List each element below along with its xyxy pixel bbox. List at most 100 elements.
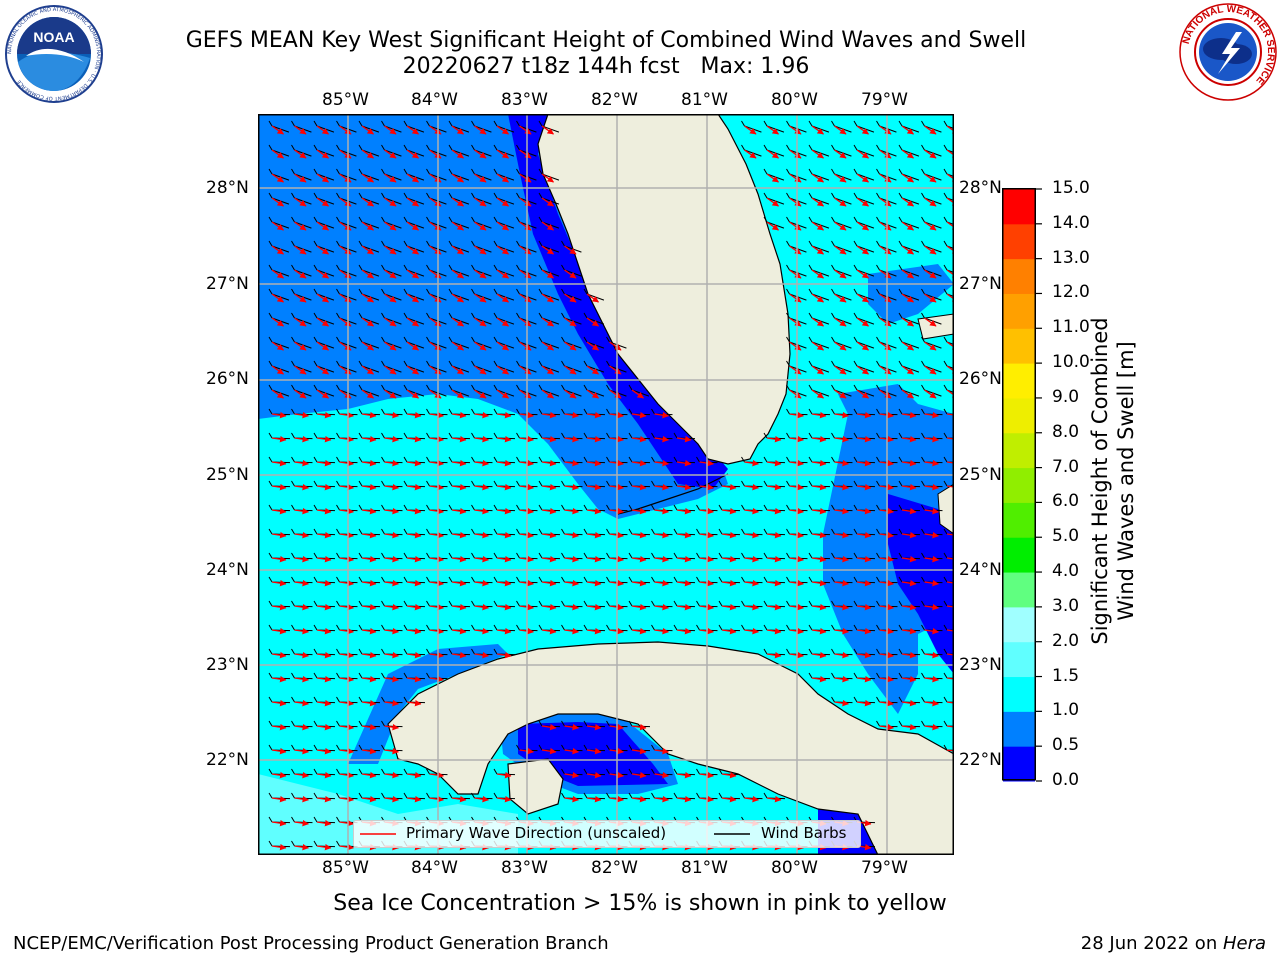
wave-direction-arrow [541, 747, 557, 755]
wave-direction-arrow [834, 651, 850, 659]
wave-direction-arrow [496, 173, 510, 183]
wave-direction-arrow [429, 269, 442, 279]
wave-direction-arrow [541, 459, 557, 467]
colorbar-tick-label: 12.0 [1052, 282, 1090, 303]
wave-direction-arrow [834, 435, 850, 443]
wave-direction-arrow [294, 293, 307, 303]
wave-direction-arrow [586, 795, 602, 803]
wave-direction-arrow [496, 293, 510, 303]
wave-direction-arrow [901, 365, 915, 375]
wave-direction-arrow [294, 269, 307, 279]
wave-direction-arrow [541, 365, 555, 375]
wave-direction-arrow [474, 221, 487, 231]
wave-direction-arrow [429, 293, 442, 303]
wave-direction-arrow [541, 389, 555, 399]
wave-direction-arrow [451, 651, 467, 659]
wave-direction-arrow [316, 221, 330, 231]
wave-direction-arrow [856, 651, 872, 659]
wave-direction-arrow [294, 555, 310, 563]
lat-label-right-22n: 22°N [959, 750, 1002, 770]
wave-direction-arrow [496, 771, 512, 779]
wave-direction-arrow [384, 269, 397, 279]
wave-direction-arrow [924, 579, 940, 587]
wave-direction-arrow [316, 197, 330, 207]
colorbar-tick-label: 15.0 [1052, 178, 1090, 198]
wave-direction-arrow [744, 555, 760, 563]
wave-direction-arrow [339, 819, 355, 827]
wave-direction-arrow [924, 221, 937, 231]
wave-direction-arrow [339, 651, 355, 659]
wave-direction-arrow [406, 245, 420, 255]
wave-direction-arrow [316, 365, 330, 375]
wave-direction-arrow [496, 341, 510, 351]
wave-direction-arrow [271, 125, 285, 135]
wave-direction-arrow [856, 459, 872, 467]
wave-direction-arrow [316, 795, 332, 803]
wave-direction-arrow [586, 507, 602, 515]
wave-direction-arrow [271, 245, 285, 255]
wave-direction-arrow [361, 699, 377, 707]
wave-direction-arrow [339, 795, 355, 803]
wave-direction-arrow [676, 483, 692, 491]
wave-direction-arrow [384, 627, 400, 635]
wave-direction-arrow [856, 125, 870, 135]
wave-direction-arrow [384, 341, 397, 351]
colorbar-tick-label: 2.0 [1052, 630, 1080, 651]
wave-direction-arrow [316, 699, 332, 707]
wave-direction-arrow [879, 389, 892, 399]
wave-direction-arrow [631, 435, 647, 443]
wave-direction-arrow [361, 627, 377, 635]
wave-direction-arrow [451, 435, 467, 443]
lon-label-top-84w: 84°W [411, 90, 458, 110]
wave-direction-arrow [294, 579, 310, 587]
wave-direction-arrow [294, 723, 310, 731]
wave-direction-arrow [631, 389, 645, 399]
wave-direction-arrow [834, 269, 847, 279]
grand-bahama-land [917, 313, 954, 340]
wave-direction-arrow [631, 723, 647, 731]
wave-direction-arrow [856, 507, 872, 515]
wave-direction-arrow [856, 293, 870, 303]
wave-direction-arrow [339, 747, 355, 755]
wave-direction-arrow [834, 293, 847, 303]
wave-direction-arrow [406, 555, 422, 563]
wave-direction-arrow [361, 269, 375, 279]
wave-direction-arrow [294, 507, 310, 515]
wave-direction-arrow [811, 389, 825, 399]
wave-direction-arrow [271, 603, 287, 611]
wave-direction-arrow [339, 531, 355, 539]
wave-direction-arrow [834, 197, 847, 207]
wave-direction-arrow [564, 603, 580, 611]
lat-label-right-24n: 24°N [959, 560, 1002, 580]
wave-direction-arrow [811, 435, 827, 443]
wave-direction-arrow [789, 149, 802, 159]
wave-direction-arrow [901, 699, 917, 707]
wave-direction-arrow [361, 675, 377, 683]
wave-direction-arrow [294, 125, 307, 135]
wave-direction-arrow [496, 459, 512, 467]
wave-direction-arrow [856, 675, 872, 683]
wave-direction-arrow [654, 579, 670, 587]
wave-direction-arrow [541, 555, 557, 563]
wave-direction-arrow [924, 365, 937, 375]
wave-direction-arrow [451, 149, 465, 159]
wave-direction-arrow [451, 245, 465, 255]
wave-direction-arrow [924, 173, 937, 183]
wave-direction-arrow [451, 531, 467, 539]
wave-direction-arrow [924, 723, 940, 731]
wave-direction-arrow [654, 771, 670, 779]
wave-direction-arrow [856, 579, 872, 587]
wave-direction-arrow [654, 411, 670, 419]
wave-direction-arrow [294, 317, 307, 327]
wave-direction-arrow [316, 411, 332, 419]
lat-label-left-28n: 28°N [206, 178, 249, 198]
wave-direction-arrow [631, 483, 647, 491]
wave-direction-arrow [384, 245, 397, 255]
wave-direction-arrow [429, 555, 445, 563]
wave-direction-arrow [451, 795, 467, 803]
wave-direction-arrow [474, 173, 487, 183]
wave-direction-arrow [586, 531, 602, 539]
wave-direction-arrow [474, 795, 490, 803]
wave-direction-arrow [316, 149, 330, 159]
wave-direction-arrow [834, 507, 850, 515]
